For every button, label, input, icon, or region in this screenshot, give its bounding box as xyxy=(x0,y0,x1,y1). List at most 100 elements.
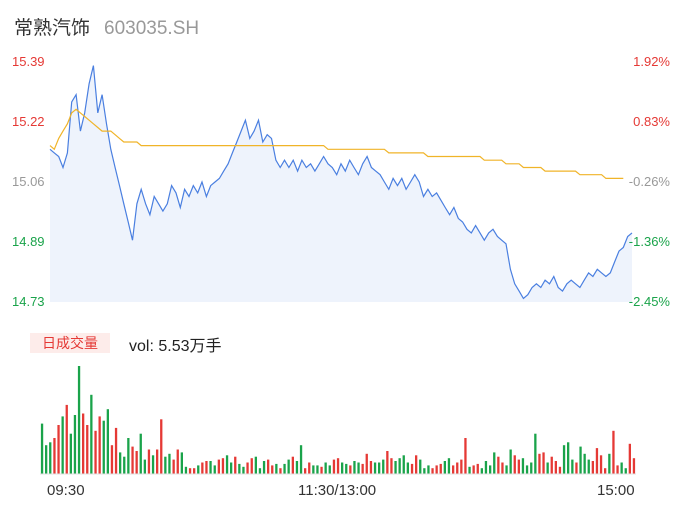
volume-bar xyxy=(246,462,249,474)
volume-bar xyxy=(628,443,631,474)
volume-bar xyxy=(468,466,471,474)
y-tick-label-left: 14.89 xyxy=(12,234,45,249)
volume-bar xyxy=(341,462,344,474)
volume-bar xyxy=(114,427,118,474)
volume-bar xyxy=(197,465,200,474)
volume-bar xyxy=(427,465,430,474)
volume-bar xyxy=(184,466,188,474)
volume-bar xyxy=(373,462,377,474)
volume-bar xyxy=(567,442,570,474)
volume-bar xyxy=(106,409,109,474)
y-tick-label-left: 15.22 xyxy=(12,114,45,129)
volume-bar xyxy=(308,462,311,474)
volume-bar xyxy=(484,461,488,474)
volume-bar xyxy=(439,463,442,474)
volume-bar xyxy=(156,449,159,474)
volume-bar xyxy=(147,449,151,474)
avg-price-line xyxy=(49,108,624,179)
volume-bar xyxy=(295,461,299,474)
volume-bar xyxy=(230,462,233,474)
volume-bar xyxy=(217,459,220,474)
volume-bar xyxy=(480,468,483,474)
volume-bar xyxy=(262,461,266,474)
price-area xyxy=(50,65,632,302)
volume-bar xyxy=(415,455,418,474)
volume-bar xyxy=(267,459,270,474)
volume-bar xyxy=(604,468,607,474)
volume-bar xyxy=(65,404,68,474)
volume-bar xyxy=(599,455,603,474)
volume-bar xyxy=(73,415,77,474)
volume-bar xyxy=(489,465,492,474)
volume-bar xyxy=(316,465,319,474)
volume-bar xyxy=(193,468,196,474)
volume-bar xyxy=(521,458,525,474)
volume-bar xyxy=(357,462,360,474)
volume-bar xyxy=(61,416,64,474)
volume-bar xyxy=(361,463,364,474)
volume-bar xyxy=(110,445,114,474)
volume-bar xyxy=(382,459,385,474)
volume-bar xyxy=(283,463,286,474)
volume-bar xyxy=(571,459,574,474)
volume-bar xyxy=(275,463,278,474)
stock-code: 603035.SH xyxy=(104,18,200,39)
y-tick-label-right: -0.26% xyxy=(628,174,670,189)
volume-bar xyxy=(320,466,323,474)
volume-bar xyxy=(505,465,508,474)
x-tick-label: 11:30/13:00 xyxy=(298,482,377,499)
volume-bar xyxy=(279,468,282,474)
volume-bar xyxy=(558,466,562,474)
volume-bar xyxy=(221,458,225,474)
volume-bar xyxy=(410,463,414,474)
volume-bar xyxy=(271,465,274,474)
volume-bar xyxy=(238,463,241,474)
volume-bar xyxy=(131,446,134,474)
volume-bar xyxy=(90,394,93,474)
volume-bar xyxy=(201,462,204,474)
volume-bar xyxy=(562,445,566,474)
volume-bar xyxy=(180,452,183,474)
volume-bar xyxy=(435,465,438,474)
y-tick-label-right: -2.45% xyxy=(628,294,670,309)
volume-bar xyxy=(575,462,578,474)
volume-bar xyxy=(493,452,496,474)
volume-bar xyxy=(258,468,262,474)
volume-bar xyxy=(287,459,290,474)
volume-bar xyxy=(542,452,545,474)
volume-bar xyxy=(291,456,294,474)
y-tick-label-left: 15.06 xyxy=(12,174,45,189)
volume-bar xyxy=(386,451,389,474)
volume-bar xyxy=(550,456,553,474)
volume-bar xyxy=(513,455,516,474)
volume-bar xyxy=(534,433,537,474)
volume-bar xyxy=(509,449,512,474)
volume-bar xyxy=(57,425,60,474)
volume-bar xyxy=(86,425,89,474)
volume-bar xyxy=(225,455,229,474)
volume-bar xyxy=(587,459,590,474)
price-line xyxy=(49,65,633,300)
volume-value: vol: 5.53万手 xyxy=(129,338,222,355)
volume-bar xyxy=(242,466,245,474)
volume-bar xyxy=(172,459,175,474)
volume-bar xyxy=(538,453,541,474)
volume-bar xyxy=(353,461,356,474)
volume-bar xyxy=(139,433,142,474)
volume-bar xyxy=(304,468,307,474)
volume-bar xyxy=(213,465,216,474)
volume-bar xyxy=(77,366,81,474)
volume-bar xyxy=(369,461,373,474)
volume-bar xyxy=(378,462,381,474)
volume-bar xyxy=(49,442,52,474)
volume-bar xyxy=(517,459,520,474)
volume-bar xyxy=(402,455,405,474)
volume-bar xyxy=(98,416,101,474)
volume-bar xyxy=(143,459,146,474)
volume-bar xyxy=(209,461,212,474)
volume-bar xyxy=(390,458,393,474)
volume-bar xyxy=(312,465,315,474)
volume-bar xyxy=(394,461,397,474)
volume-bar xyxy=(164,456,167,474)
